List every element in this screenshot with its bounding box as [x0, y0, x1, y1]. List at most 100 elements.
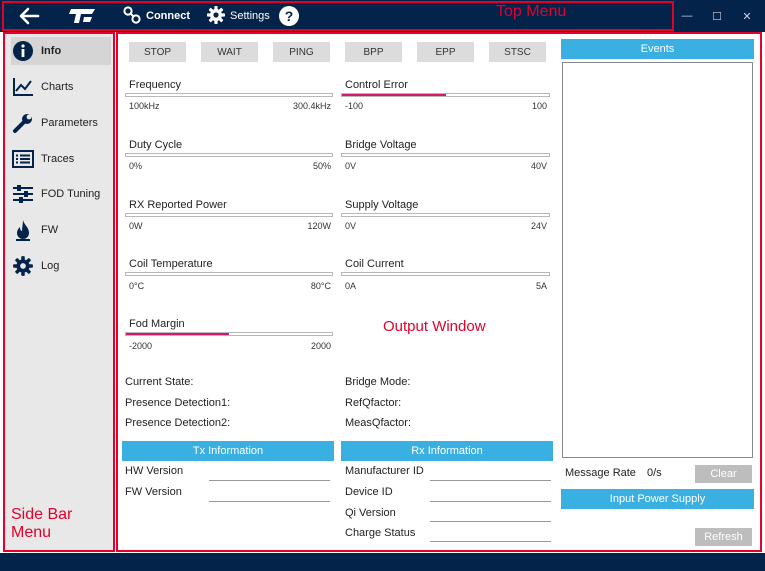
rx-reported-power-title: RX Reported Power [129, 199, 227, 211]
sidebar-item-fw[interactable]: FW [11, 216, 111, 244]
stop-button[interactable]: STOP [129, 42, 186, 62]
presence-detection1-label: Presence Detection1: [125, 397, 231, 409]
message-rate-value: 0/s [647, 467, 662, 479]
events-header: Events [561, 39, 754, 59]
fod-margin-meter [125, 332, 333, 336]
qi-version-value [430, 521, 551, 522]
sidebar-item-label: Log [41, 260, 60, 272]
coil-temperature-title: Coil Temperature [129, 258, 213, 270]
coil-current-min: 0A [345, 281, 357, 291]
meas-qfactor-label: MeasQfactor: [345, 417, 412, 429]
frequency-min: 100kHz [129, 101, 160, 111]
top-menu-bar: Connect Settings ? — ☐ [0, 0, 765, 32]
maximize-button[interactable]: ☐ [712, 10, 722, 23]
bridge-voltage-max: 40V [530, 161, 547, 171]
coil-current-title: Coil Current [345, 258, 404, 270]
current-state-label: Current State: [125, 376, 194, 388]
supply-voltage-min: 0V [345, 221, 357, 231]
events-log[interactable] [562, 62, 753, 458]
charge-status-value [430, 541, 551, 542]
rx-reported-power-meter [125, 213, 333, 217]
control-error-meter [341, 93, 550, 97]
settings-label: Settings [230, 10, 270, 22]
connect-label: Connect [146, 10, 190, 22]
ref-qfactor-label: RefQfactor: [345, 397, 402, 409]
coil-temperature-meter [125, 272, 333, 276]
side-bar-menu-annotation: Side Bar Menu [11, 506, 73, 541]
control-error-min: -100 [345, 101, 364, 111]
epp-button[interactable]: EPP [417, 42, 474, 62]
wrench-icon [11, 112, 35, 134]
connect-button[interactable]: Connect [122, 0, 190, 32]
gear-icon [206, 5, 226, 28]
chart-icon [11, 77, 35, 97]
supply-voltage-meter [341, 213, 550, 217]
bridge-voltage-min: 0V [345, 161, 357, 171]
minimize-button[interactable]: — [681, 10, 693, 22]
frequency-meter [125, 93, 333, 97]
coil-current-max: 5A [535, 281, 547, 291]
rx-reported-power-min: 0W [129, 221, 143, 231]
duty-cycle-max: 50% [312, 161, 331, 171]
manufacturer-id-value [430, 480, 551, 481]
info-icon [11, 40, 35, 62]
fw-version-label: FW Version [125, 486, 182, 498]
sidebar-item-fod-tuning[interactable]: FOD Tuning [11, 180, 111, 208]
gear-icon [11, 255, 35, 277]
stsc-button[interactable]: STSC [489, 42, 546, 62]
fod-margin-min: -2000 [129, 341, 153, 351]
list-icon [11, 150, 35, 168]
clear-button[interactable]: Clear [695, 465, 752, 483]
sidebar-item-label: Info [41, 45, 62, 57]
coil-temperature-min: 0°C [129, 281, 145, 291]
output-window [116, 32, 762, 552]
supply-voltage-title: Supply Voltage [345, 199, 419, 211]
duty-cycle-title: Duty Cycle [129, 139, 183, 151]
sliders-icon [11, 184, 35, 204]
sidebar-item-label: Charts [41, 81, 74, 93]
device-id-label: Device ID [345, 486, 393, 498]
frequency-title: Frequency [129, 79, 181, 91]
duty-cycle-meter [125, 153, 333, 157]
settings-button[interactable]: Settings [206, 0, 270, 32]
bridge-voltage-title: Bridge Voltage [345, 139, 417, 151]
coil-temperature-max: 80°C [310, 281, 331, 291]
sidebar-item-info[interactable]: Info [11, 37, 111, 65]
input-power-supply-button[interactable]: Input Power Supply [561, 489, 754, 509]
link-icon [122, 5, 142, 28]
charge-status-label: Charge Status [345, 527, 416, 539]
rx-reported-power-max: 120W [307, 221, 331, 231]
frequency-max: 300.4kHz [292, 101, 331, 111]
sidebar-item-label: Traces [41, 153, 75, 165]
output-window-annotation: Output Window [383, 318, 486, 335]
fod-margin-meter-fill [126, 333, 229, 335]
bottom-status-bar [0, 553, 765, 571]
qi-version-label: Qi Version [345, 507, 396, 519]
tx-information-header: Tx Information [122, 441, 334, 461]
control-error-max: 100 [531, 101, 547, 111]
top-menu-annotation-box [2, 1, 674, 31]
sidebar-item-parameters[interactable]: Parameters [11, 109, 111, 137]
sidebar-item-label: Parameters [41, 117, 98, 129]
hw-version-label: HW Version [125, 465, 184, 477]
st-logo-icon [66, 0, 98, 32]
flame-icon [11, 219, 35, 241]
sidebar-item-log[interactable]: Log [11, 252, 111, 280]
coil-current-meter [341, 272, 550, 276]
duty-cycle-min: 0% [129, 161, 143, 171]
close-button[interactable]: ✕ [742, 10, 752, 23]
presence-detection2-label: Presence Detection2: [125, 417, 231, 429]
sidebar-item-traces[interactable]: Traces [11, 145, 111, 173]
control-error-meter-fill [342, 94, 446, 96]
wait-button[interactable]: WAIT [201, 42, 258, 62]
fod-margin-title: Fod Margin [129, 318, 185, 330]
bpp-button[interactable]: BPP [345, 42, 402, 62]
refresh-button[interactable]: Refresh [695, 528, 752, 546]
back-arrow-icon[interactable] [14, 0, 44, 32]
ping-button[interactable]: PING [273, 42, 330, 62]
bridge-voltage-meter [341, 153, 550, 157]
sidebar-item-charts[interactable]: Charts [11, 73, 111, 101]
top-menu-annotation: Top Menu [496, 3, 567, 20]
help-button[interactable]: ? [279, 0, 299, 32]
fw-version-value [209, 501, 330, 502]
